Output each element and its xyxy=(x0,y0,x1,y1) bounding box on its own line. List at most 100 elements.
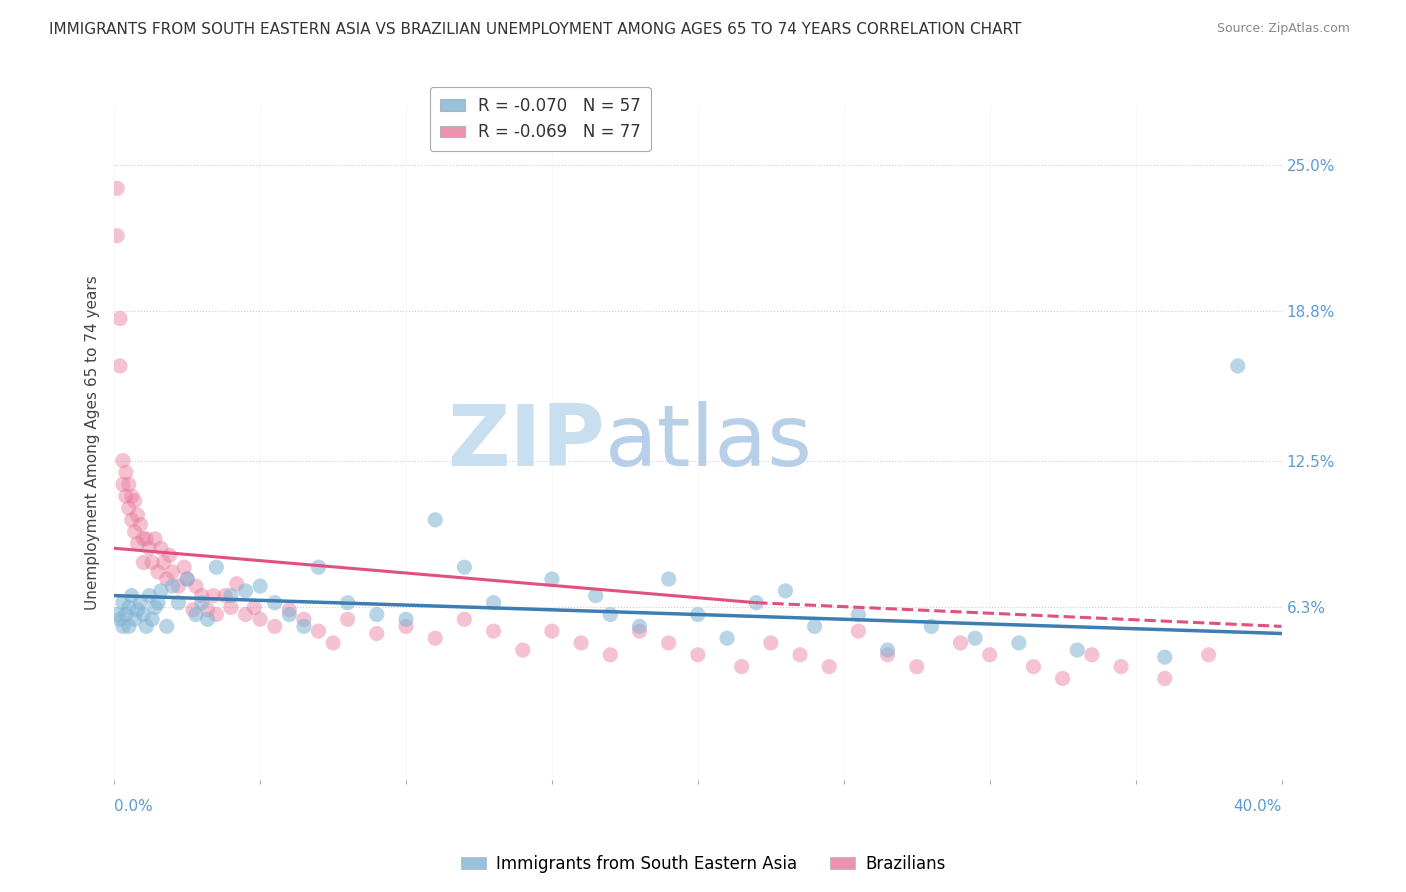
Text: IMMIGRANTS FROM SOUTH EASTERN ASIA VS BRAZILIAN UNEMPLOYMENT AMONG AGES 65 TO 74: IMMIGRANTS FROM SOUTH EASTERN ASIA VS BR… xyxy=(49,22,1022,37)
Point xyxy=(585,589,607,603)
Point xyxy=(132,556,155,570)
Point xyxy=(425,631,447,645)
Point xyxy=(628,624,651,639)
Point xyxy=(803,619,825,633)
Point xyxy=(138,589,160,603)
Point xyxy=(135,619,157,633)
Point xyxy=(1022,659,1045,673)
Point xyxy=(658,636,681,650)
Point xyxy=(141,556,163,570)
Point xyxy=(129,596,152,610)
Point xyxy=(162,579,184,593)
Point xyxy=(162,565,184,579)
Point xyxy=(658,572,681,586)
Point xyxy=(176,572,198,586)
Point xyxy=(292,612,315,626)
Point xyxy=(118,477,141,491)
Point xyxy=(569,636,592,650)
Point xyxy=(124,612,146,626)
Point xyxy=(108,311,131,326)
Point xyxy=(143,532,166,546)
Point xyxy=(1008,636,1031,650)
Point xyxy=(1153,672,1175,686)
Point xyxy=(1081,648,1104,662)
Point xyxy=(127,508,149,522)
Point xyxy=(205,607,228,622)
Point xyxy=(108,612,131,626)
Point xyxy=(278,607,301,622)
Point xyxy=(395,612,418,626)
Point xyxy=(818,659,841,673)
Point xyxy=(775,583,797,598)
Point xyxy=(249,612,271,626)
Point xyxy=(848,624,870,639)
Point xyxy=(190,596,212,610)
Point xyxy=(876,643,898,657)
Point xyxy=(184,607,207,622)
Point xyxy=(129,517,152,532)
Legend: R = -0.070   N = 57, R = -0.069   N = 77: R = -0.070 N = 57, R = -0.069 N = 77 xyxy=(430,87,651,151)
Point xyxy=(395,619,418,633)
Point xyxy=(105,228,128,243)
Point xyxy=(214,589,236,603)
Point xyxy=(876,648,898,662)
Point xyxy=(848,607,870,622)
Point xyxy=(235,607,257,622)
Point xyxy=(197,612,219,626)
Point xyxy=(686,607,709,622)
Point xyxy=(118,501,141,516)
Point xyxy=(686,648,709,662)
Point xyxy=(105,181,128,195)
Text: 40.0%: 40.0% xyxy=(1233,799,1281,814)
Point xyxy=(132,532,155,546)
Point xyxy=(482,596,505,610)
Point xyxy=(149,541,172,556)
Point xyxy=(127,603,149,617)
Point xyxy=(118,600,141,615)
Point xyxy=(141,612,163,626)
Point xyxy=(146,565,169,579)
Point xyxy=(167,596,190,610)
Point xyxy=(1198,648,1220,662)
Point xyxy=(759,636,782,650)
Point xyxy=(336,612,359,626)
Point xyxy=(249,579,271,593)
Point xyxy=(789,648,811,662)
Point xyxy=(127,536,149,550)
Point xyxy=(1052,672,1074,686)
Point xyxy=(905,659,928,673)
Point xyxy=(111,453,134,467)
Point xyxy=(159,549,181,563)
Point xyxy=(146,596,169,610)
Point xyxy=(730,659,752,673)
Point xyxy=(111,619,134,633)
Point xyxy=(453,612,475,626)
Point xyxy=(176,572,198,586)
Point xyxy=(1109,659,1132,673)
Point xyxy=(292,619,315,633)
Point xyxy=(181,603,204,617)
Point xyxy=(121,589,143,603)
Text: atlas: atlas xyxy=(605,401,813,484)
Point xyxy=(115,466,138,480)
Text: ZIP: ZIP xyxy=(447,401,605,484)
Point xyxy=(205,560,228,574)
Y-axis label: Unemployment Among Ages 65 to 74 years: Unemployment Among Ages 65 to 74 years xyxy=(86,276,100,610)
Point xyxy=(243,600,266,615)
Point xyxy=(745,596,768,610)
Point xyxy=(143,600,166,615)
Point xyxy=(132,607,155,622)
Text: Source: ZipAtlas.com: Source: ZipAtlas.com xyxy=(1216,22,1350,36)
Point xyxy=(482,624,505,639)
Point xyxy=(197,603,219,617)
Point xyxy=(167,579,190,593)
Point xyxy=(541,624,564,639)
Point xyxy=(108,359,131,373)
Point xyxy=(173,560,195,574)
Point xyxy=(138,541,160,556)
Point xyxy=(263,619,285,633)
Point xyxy=(121,513,143,527)
Point xyxy=(278,603,301,617)
Point xyxy=(190,589,212,603)
Point xyxy=(235,583,257,598)
